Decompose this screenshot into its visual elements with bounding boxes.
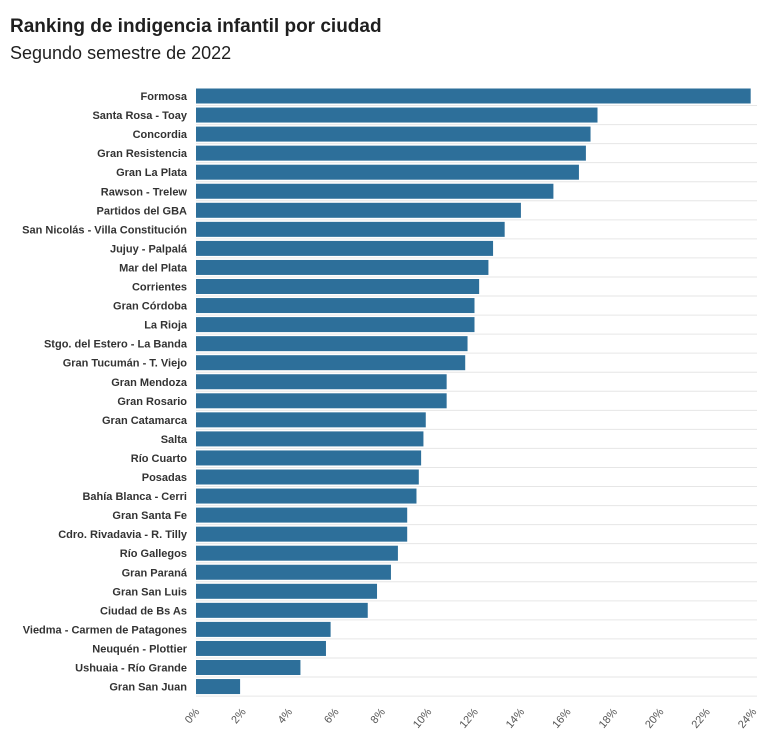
bar [196,488,417,504]
bar [196,107,598,123]
bar [196,469,419,485]
category-label: Ushuaia - Río Grande [75,663,187,675]
category-label: Gran Córdoba [113,301,188,313]
category-label: Neuquén - Plottier [92,643,187,655]
bar [196,393,447,409]
bar [196,602,368,618]
category-label: Santa Rosa - Toay [92,110,187,122]
bar [196,183,554,199]
category-label: Río Gallegos [120,548,187,560]
category-label: Rawson - Trelew [101,186,188,198]
bar [196,583,378,599]
bars [196,88,751,695]
category-label: Gran La Plata [116,167,188,179]
category-label: Río Cuarto [131,453,188,465]
category-label: Gran San Luis [112,586,187,598]
category-label: Bahía Blanca - Cerri [82,491,187,503]
category-label: Stgo. del Estero - La Banda [44,339,188,351]
bar [196,164,579,180]
bar [196,126,591,142]
bar [196,145,586,161]
category-label: Salta [161,434,188,446]
category-labels: Formosa Santa Rosa - Toay Concordia Gran Re… [22,91,188,694]
bar [196,450,422,466]
category-label: Cdro. Rivadavia - R. Tilly [58,529,188,541]
bar [196,412,426,428]
bar [196,298,475,314]
x-tick-label: 4% [276,706,296,726]
category-label: San Nicolás - Villa Constitución [22,224,187,236]
category-label: Gran Santa Fe [112,510,187,522]
x-axis-ticks: 0% 2% 4% 6% 8% 10% 12% 14% 16% 18% 20% 22% 24% [183,706,760,731]
category-label: Concordia [133,129,188,141]
x-tick-label: 10% [411,706,434,731]
category-label: Gran Catamarca [102,415,188,427]
bar [196,355,466,371]
bar [196,526,408,542]
bar [196,660,301,675]
bar [196,431,424,447]
bar [196,507,408,523]
category-label: Corrientes [132,282,187,294]
x-tick-label: 0% [183,706,203,726]
category-label: Posadas [142,472,187,484]
category-label: Gran Resistencia [97,148,188,160]
bar [196,679,241,695]
bar [196,279,480,294]
category-label: Formosa [141,91,188,103]
bar [196,317,475,333]
category-label: Gran Tucumán - T. Viejo [63,358,188,370]
category-label: Mar del Plata [119,262,188,274]
bar [196,640,326,656]
category-label: Ciudad de Bs As [100,605,187,617]
x-tick-label: 6% [322,706,342,726]
category-label: Gran Mendoza [111,377,188,389]
bar [196,336,468,352]
category-label: Gran Paraná [122,567,188,579]
x-tick-label: 18% [597,706,620,731]
grid-lines [196,105,757,697]
bar [196,221,505,237]
bar [196,88,751,104]
x-tick-label: 8% [369,706,389,726]
bar [196,202,521,218]
bar [196,564,391,580]
bar [196,621,331,637]
category-label: La Rioja [144,320,188,332]
category-label: Gran San Juan [109,682,187,694]
chart-title: Ranking de indigencia infantil por ciuda… [10,16,382,37]
category-label: Viedma - Carmen de Patagones [23,624,187,636]
x-tick-label: 14% [504,706,527,731]
x-tick-label: 22% [690,706,713,731]
chart-subtitle: Segundo semestre de 2022 [10,43,232,63]
x-tick-label: 20% [643,706,666,731]
category-label: Gran Rosario [117,396,187,408]
x-tick-label: 2% [229,706,249,726]
bar [196,374,447,390]
x-tick-label: 16% [550,706,573,731]
bar [196,259,489,275]
x-tick-label: 24% [736,706,759,731]
category-label: Jujuy - Palpalá [110,243,188,255]
bar [196,545,398,561]
bar [196,240,494,256]
x-tick-label: 12% [457,706,480,731]
category-label: Partidos del GBA [97,205,188,217]
